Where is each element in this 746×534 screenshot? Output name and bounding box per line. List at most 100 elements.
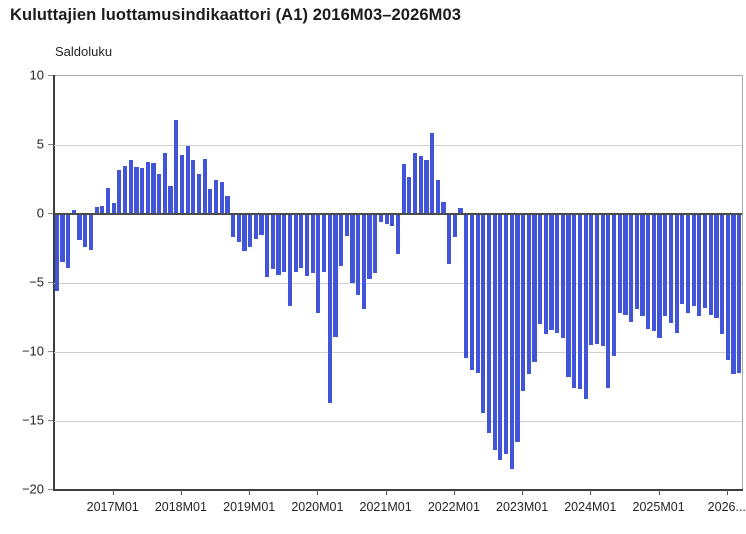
bar-2017M08 bbox=[151, 162, 156, 214]
bar-2023M08 bbox=[560, 214, 565, 339]
bar-2023M10 bbox=[572, 214, 577, 388]
bar-2025M11 bbox=[714, 214, 719, 318]
gridline bbox=[54, 144, 742, 146]
bar-2025M01 bbox=[657, 214, 662, 339]
bar-2022M07 bbox=[486, 214, 492, 434]
y-axis-tick bbox=[48, 144, 53, 145]
y-axis-tick bbox=[48, 282, 53, 283]
plot-area bbox=[53, 75, 743, 491]
bar-2017M09 bbox=[157, 173, 162, 214]
bar-2016M12 bbox=[105, 187, 111, 214]
bar-2022M03 bbox=[464, 214, 469, 358]
x-axis-tick bbox=[590, 490, 592, 495]
bar-2022M09 bbox=[498, 214, 503, 460]
bar-2025M02 bbox=[663, 214, 668, 317]
bar-2018M05 bbox=[202, 158, 207, 214]
bar-2016M08 bbox=[83, 214, 88, 248]
bar-2021M01 bbox=[384, 214, 389, 224]
bar-2022M11 bbox=[509, 214, 514, 470]
y-tick-label: −20 bbox=[21, 481, 44, 497]
y-tick-label: 0 bbox=[36, 205, 44, 221]
bar-2020M03 bbox=[327, 214, 332, 404]
bar-2017M06 bbox=[140, 168, 145, 214]
bar-2021M10 bbox=[435, 179, 440, 214]
y-tick-label: 5 bbox=[36, 136, 44, 152]
bar-2022M08 bbox=[492, 214, 497, 450]
bar-2024M10 bbox=[640, 214, 645, 317]
bar-2024M07 bbox=[623, 214, 628, 315]
gridline bbox=[54, 282, 742, 284]
bar-2017M03 bbox=[122, 165, 128, 214]
x-tick-label-2022M01: 2022M01 bbox=[427, 500, 480, 514]
bar-2021M02 bbox=[390, 214, 395, 227]
x-axis-tick bbox=[112, 490, 114, 495]
bar-2020M01 bbox=[316, 214, 321, 314]
bar-2021M04 bbox=[401, 164, 406, 214]
x-tick-label-2023M01: 2023M01 bbox=[496, 500, 549, 514]
bar-2024M08 bbox=[629, 214, 634, 322]
y-axis-tick bbox=[48, 420, 53, 421]
gridline bbox=[54, 420, 742, 422]
bar-2017M10 bbox=[162, 153, 167, 214]
bar-2017M12 bbox=[174, 120, 179, 214]
bar-2025M08 bbox=[697, 214, 702, 317]
bar-2025M10 bbox=[708, 214, 713, 315]
bar-2018M08 bbox=[219, 182, 224, 214]
bar-2025M07 bbox=[691, 214, 696, 307]
bar-2023M02 bbox=[526, 214, 531, 375]
bar-2022M05 bbox=[475, 214, 480, 373]
bar-2023M06 bbox=[549, 214, 554, 330]
bar-2025M04 bbox=[674, 214, 679, 333]
bar-2025M09 bbox=[702, 214, 708, 308]
bar-2025M05 bbox=[680, 214, 685, 304]
x-axis-line bbox=[53, 489, 743, 491]
bar-2024M12 bbox=[651, 214, 656, 332]
x-axis-tick bbox=[453, 490, 455, 495]
x-tick-label-2019M01: 2019M01 bbox=[223, 500, 276, 514]
y-axis-tick bbox=[48, 213, 53, 214]
y-axis-tick bbox=[48, 75, 53, 76]
bar-2021M08 bbox=[424, 160, 429, 214]
bar-2019M01 bbox=[248, 214, 253, 248]
bar-2024M01 bbox=[589, 214, 594, 346]
bar-2019M10 bbox=[299, 214, 304, 268]
bar-2022M12 bbox=[515, 214, 520, 442]
bar-2017M04 bbox=[128, 160, 133, 214]
x-tick-label-2020M01: 2020M01 bbox=[291, 500, 344, 514]
bar-2024M11 bbox=[646, 214, 651, 329]
bar-2020M06 bbox=[344, 214, 349, 237]
bar-2022M10 bbox=[503, 214, 509, 455]
bar-2017M05 bbox=[134, 167, 139, 214]
bar-2023M12 bbox=[583, 214, 588, 399]
bar-2018M07 bbox=[213, 179, 219, 214]
bar-2019M08 bbox=[287, 214, 293, 307]
x-axis-tick bbox=[317, 490, 319, 495]
bar-2018M12 bbox=[242, 214, 247, 252]
y-tick-label: −5 bbox=[29, 274, 44, 290]
x-axis-tick bbox=[249, 490, 251, 495]
bar-2023M11 bbox=[577, 214, 583, 390]
bar-2019M12 bbox=[310, 214, 315, 274]
bar-2023M01 bbox=[520, 214, 526, 391]
y-tick-label: 10 bbox=[29, 67, 44, 83]
x-tick-label-2026: 2026... bbox=[707, 500, 746, 514]
bar-2021M11 bbox=[441, 201, 446, 214]
bar-2022M01 bbox=[452, 214, 457, 238]
x-axis-tick bbox=[658, 490, 660, 495]
bar-2025M12 bbox=[720, 214, 725, 335]
bar-2019M03 bbox=[259, 214, 264, 235]
bar-2020M07 bbox=[350, 214, 355, 283]
bar-2024M03 bbox=[600, 214, 605, 347]
bar-2017M07 bbox=[145, 161, 150, 214]
bar-2021M03 bbox=[395, 214, 401, 255]
bar-2026M01 bbox=[725, 214, 730, 361]
bar-2023M09 bbox=[566, 214, 571, 377]
bar-2019M09 bbox=[293, 214, 298, 272]
zero-line bbox=[54, 213, 742, 215]
y-axis-title: Saldoluku bbox=[55, 44, 113, 59]
bar-2016M09 bbox=[88, 214, 94, 250]
y-axis-tick bbox=[48, 489, 53, 490]
bar-2018M02 bbox=[185, 146, 190, 214]
bar-2016M04 bbox=[60, 214, 65, 263]
bar-2023M07 bbox=[555, 214, 560, 333]
